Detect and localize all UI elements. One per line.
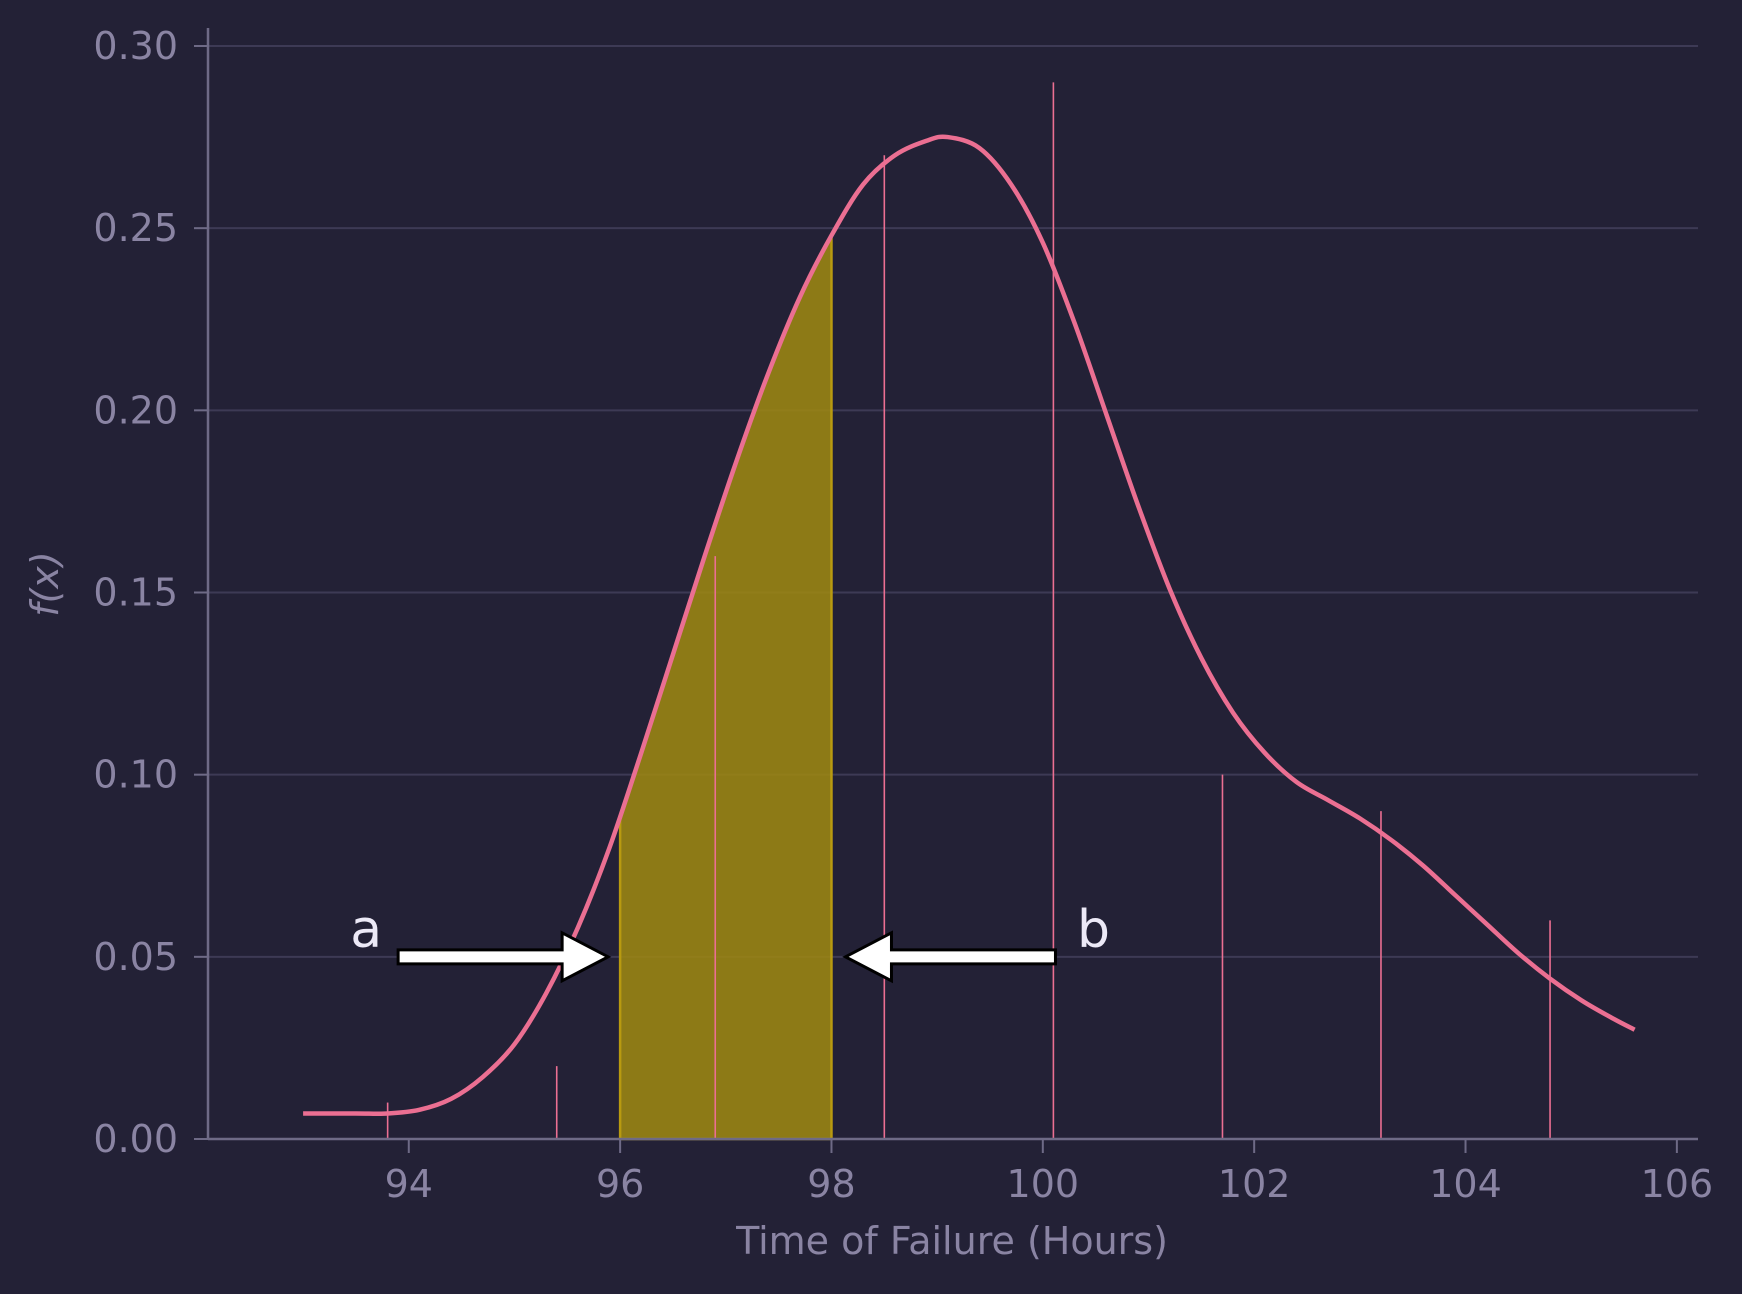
grid-lines	[208, 45, 1698, 1140]
density-curve	[303, 134, 1636, 1117]
x-axis-label: Time of Failure (Hours)	[735, 1219, 1168, 1263]
axes: 0.00 0.05 0.10 0.15 0.20 0.25 0.30 94 96 98 100 102…	[93, 24, 1713, 1206]
x-tick-label: 98	[807, 1162, 855, 1206]
y-tick-label: 0.00	[93, 1117, 178, 1161]
y-axis-label: f(x)	[23, 551, 67, 617]
annotation-arrow-b	[842, 930, 1057, 984]
x-tick-label: 94	[385, 1162, 433, 1206]
x-tick-label: 104	[1429, 1162, 1502, 1206]
y-tick-label: 0.05	[93, 935, 178, 979]
density-curve-layer	[303, 134, 1636, 1117]
annotation-label-b: b	[1077, 900, 1110, 960]
y-tick-label: 0.25	[93, 206, 178, 250]
shaded-area-layer	[618, 234, 833, 1141]
annotation-arrow-a	[396, 930, 612, 984]
x-tick-label: 96	[596, 1162, 644, 1206]
x-tick-label: 106	[1641, 1162, 1714, 1206]
y-tick-label: 0.15	[93, 571, 178, 615]
y-tick-label: 0.30	[93, 24, 178, 68]
annotation-label-a: a	[350, 900, 382, 960]
y-tick-label: 0.20	[93, 388, 178, 432]
x-tick-label: 100	[1007, 1162, 1080, 1206]
shaded-interval	[618, 234, 833, 1141]
x-tick-label: 102	[1218, 1162, 1291, 1206]
y-tick-label: 0.10	[93, 753, 178, 797]
